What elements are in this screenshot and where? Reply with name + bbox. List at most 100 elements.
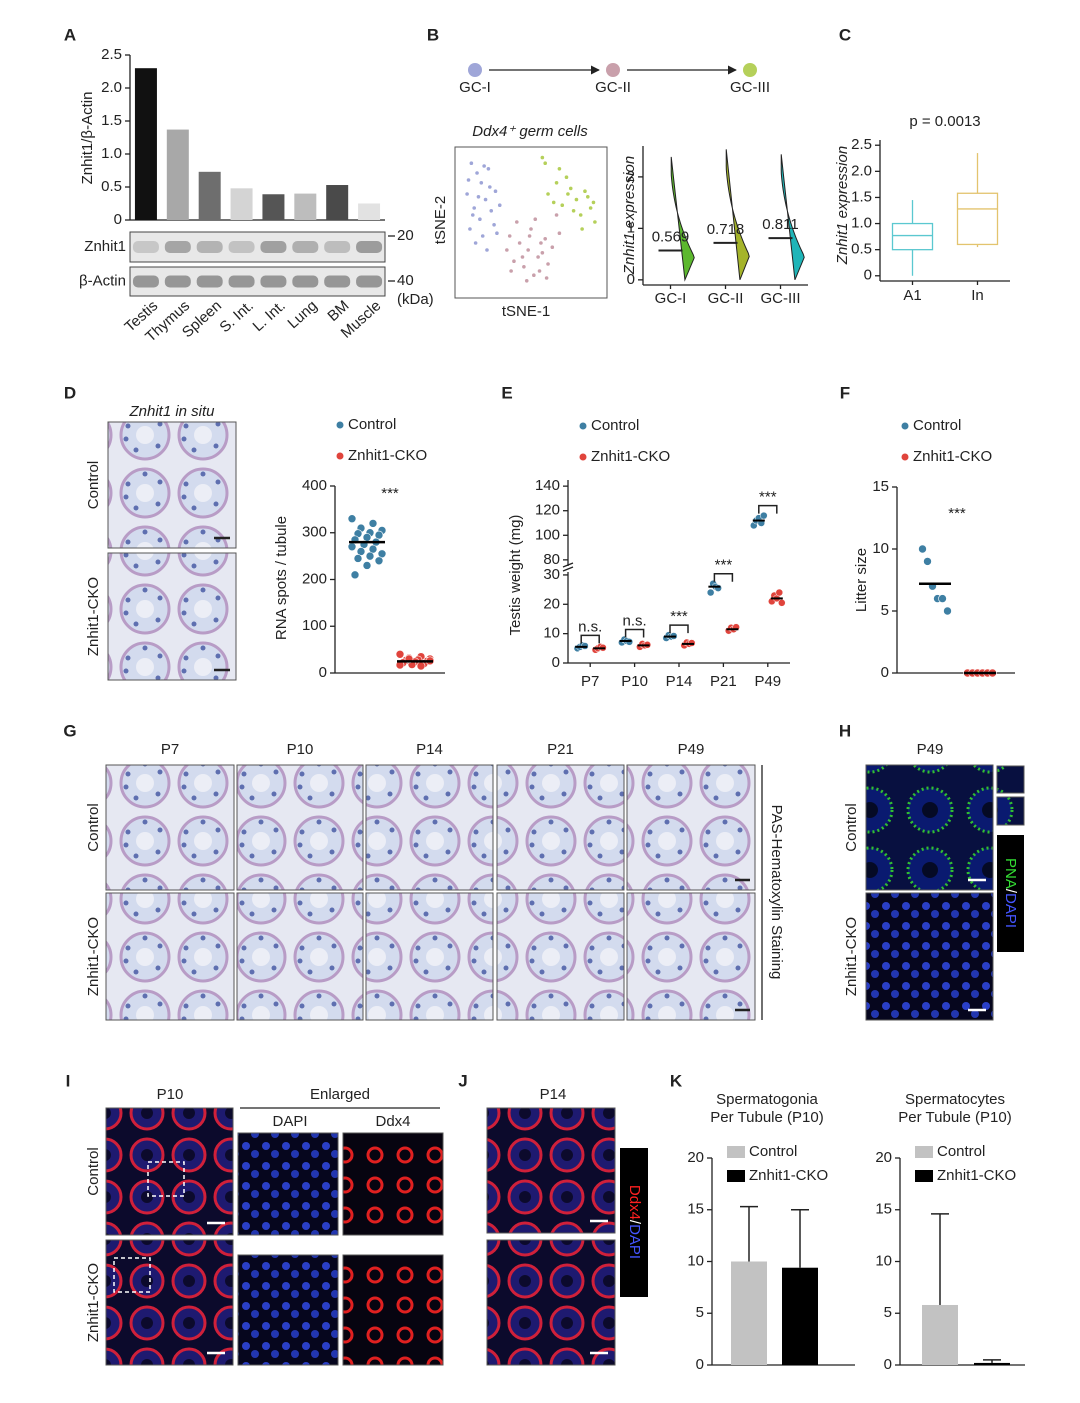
micrograph: [105, 1239, 234, 1366]
legend-marker: [336, 421, 344, 429]
legend-swatch: [727, 1170, 745, 1182]
row-label: Znhit1-CKO: [85, 577, 102, 656]
column-label: P7: [161, 741, 179, 758]
bar: [198, 171, 221, 220]
y-tick-label: 0: [884, 1356, 892, 1373]
point: [517, 241, 522, 245]
bar: [166, 129, 189, 220]
significance: n.s.: [623, 612, 647, 629]
y-tick-label: 100: [302, 617, 327, 634]
point: [465, 192, 469, 196]
micrograph: [486, 1239, 616, 1366]
bar: [922, 1304, 958, 1365]
x-tick-label: P21: [710, 673, 737, 690]
point: [918, 544, 927, 554]
axis-break: [562, 562, 574, 568]
plot-frame: [454, 146, 608, 299]
x-tick-label: GC-III: [761, 290, 801, 307]
micrograph: [342, 1254, 444, 1366]
box: [956, 192, 999, 246]
point: [583, 189, 587, 193]
panel-letter: J: [458, 1071, 467, 1090]
point: [554, 181, 559, 185]
micrograph: [342, 1132, 444, 1236]
chart-title: Spermatogonia: [716, 1091, 818, 1108]
row-label: Control: [85, 461, 102, 509]
flow-label: GC-III: [730, 79, 770, 96]
panel-letter: K: [670, 1071, 683, 1090]
panel-letter: B: [427, 25, 439, 44]
point: [923, 557, 932, 566]
x-tick-label: P10: [621, 673, 648, 690]
y-tick-label: 200: [302, 570, 327, 587]
legend-swatch: [915, 1170, 933, 1182]
significance: ***: [381, 485, 399, 502]
x-tick-label: P7: [581, 673, 599, 690]
y-tick-label: 10: [872, 540, 889, 557]
micrograph: [237, 1254, 339, 1366]
x-tick-label: Lung: [284, 297, 320, 332]
significance: ***: [759, 489, 777, 506]
micrograph: [626, 892, 756, 1021]
flow-label: GC-II: [595, 79, 631, 96]
point: [486, 167, 491, 171]
point: [568, 186, 573, 191]
legend-label: Znhit1-CKO: [591, 448, 670, 465]
panel-letter: F: [840, 383, 850, 402]
point: [478, 217, 482, 221]
y-tick-label: 2.5: [851, 136, 872, 153]
y-tick-label: 0: [552, 654, 560, 671]
point: [544, 276, 549, 280]
point: [480, 234, 485, 238]
y-tick-label: 15: [687, 1201, 704, 1218]
x-tick-label: A1: [903, 287, 921, 304]
y-tick-label: 0: [114, 211, 122, 228]
axis-break: [562, 566, 574, 572]
stain-part: DAPI: [626, 1224, 643, 1259]
row-label: Znhit1-CKO: [85, 1263, 102, 1342]
chart-title: Ddx4⁺ germ cells: [472, 123, 588, 140]
y-tick-label: 0: [864, 267, 872, 284]
y-axis-label: tSNE-2: [432, 196, 449, 244]
y-axis-label: Znhit1/β-Actin: [79, 92, 96, 185]
point: [593, 220, 597, 224]
x-tick-label: GC-I: [655, 290, 687, 307]
y-tick-label: 1.0: [101, 145, 122, 162]
panel-letter: I: [66, 1071, 71, 1090]
y-tick-label: 5: [884, 1304, 892, 1321]
legend-marker: [901, 453, 909, 461]
y-tick-label: 100: [535, 526, 560, 543]
panel-letter: C: [839, 25, 851, 44]
bar: [262, 194, 285, 220]
row-label: Control: [85, 1147, 102, 1195]
point: [495, 231, 499, 235]
point: [509, 269, 513, 273]
median-label: 0.569: [652, 229, 690, 246]
y-tick-label: 80: [543, 551, 560, 568]
y-axis-label: Znhit1 expression: [834, 146, 851, 265]
point: [543, 161, 547, 165]
legend-label: Znhit1-CKO: [913, 448, 992, 465]
legend-marker: [579, 453, 587, 461]
inset: [996, 765, 1025, 794]
micrograph: [865, 892, 994, 1021]
point: [512, 259, 516, 264]
stain-box: [997, 835, 1024, 952]
significance: ***: [715, 557, 733, 574]
micrograph: [486, 1107, 616, 1234]
chart-title: p = 0.0013: [909, 113, 980, 130]
y-axis-label: Litter size: [853, 548, 870, 612]
x-tick-label: P14: [666, 673, 693, 690]
row-label: Znhit1-CKO: [843, 917, 860, 996]
y-tick-label: 300: [302, 524, 327, 541]
point: [492, 223, 496, 227]
point: [479, 181, 484, 185]
point: [507, 234, 512, 238]
point: [574, 197, 579, 202]
point: [591, 200, 596, 205]
point: [515, 220, 519, 224]
inset: [996, 796, 1025, 826]
point: [536, 255, 540, 259]
y-tick-label: 15: [872, 478, 889, 495]
